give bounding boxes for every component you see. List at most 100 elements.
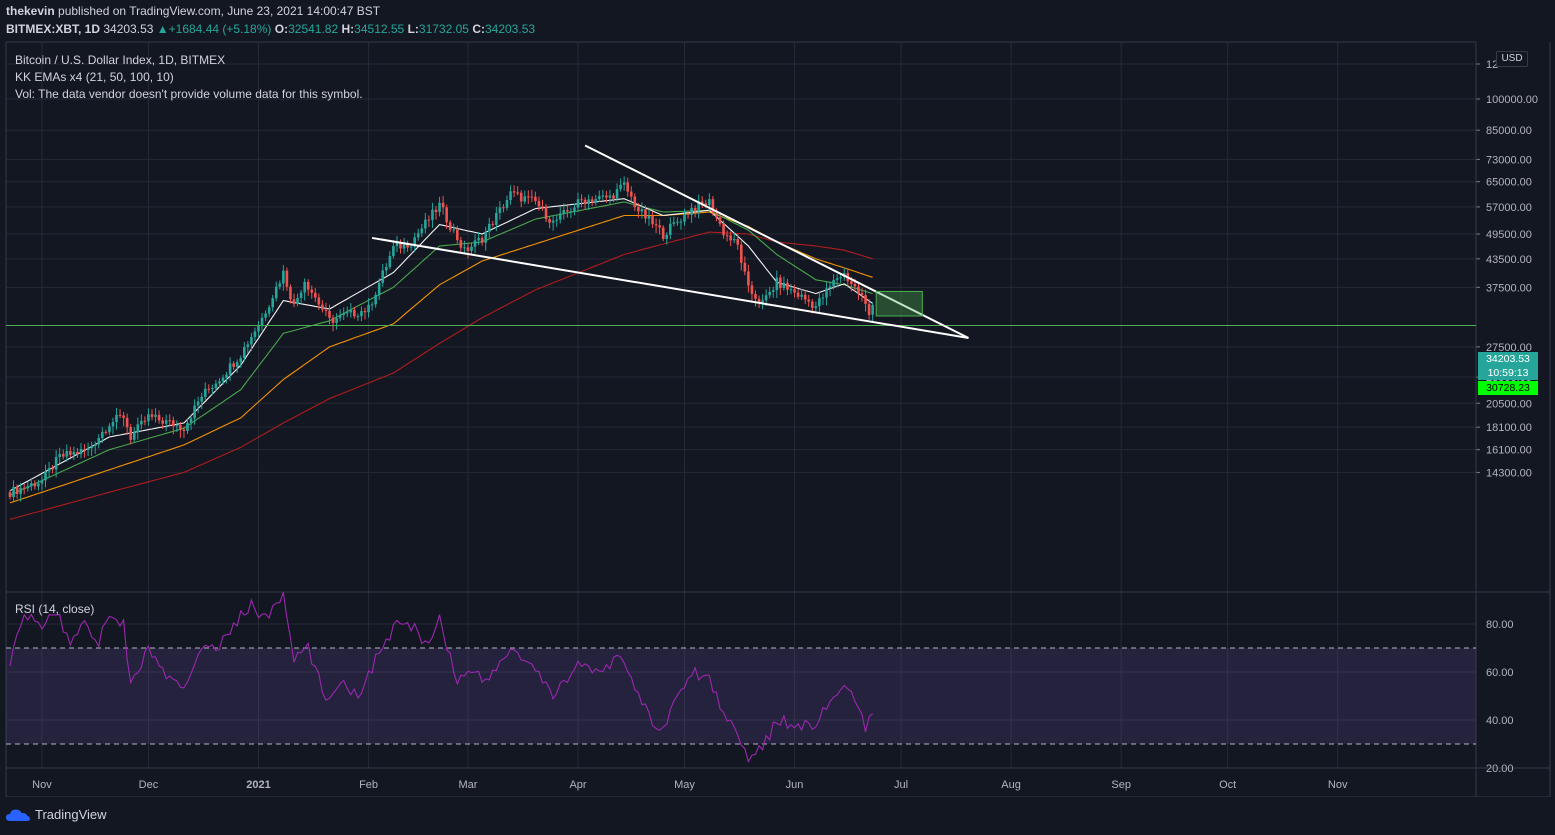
candle-body[interactable] bbox=[90, 445, 93, 449]
candle-body[interactable] bbox=[448, 222, 452, 230]
candle-body[interactable] bbox=[363, 311, 367, 313]
candle-body[interactable] bbox=[839, 277, 842, 279]
candle-body[interactable] bbox=[658, 225, 661, 228]
candle-body[interactable] bbox=[590, 199, 594, 203]
candle-body[interactable] bbox=[566, 210, 569, 212]
candle-body[interactable] bbox=[587, 199, 590, 205]
candle-body[interactable] bbox=[179, 424, 182, 430]
candle-body[interactable] bbox=[289, 286, 292, 300]
candle-body[interactable] bbox=[828, 286, 832, 289]
candle-body[interactable] bbox=[200, 396, 203, 402]
candle-body[interactable] bbox=[708, 199, 711, 206]
candle-body[interactable] bbox=[654, 224, 658, 226]
candle-body[interactable] bbox=[544, 206, 548, 220]
candle-body[interactable] bbox=[335, 318, 338, 324]
candle-body[interactable] bbox=[480, 238, 484, 243]
candle-body[interactable] bbox=[551, 220, 555, 223]
candle-body[interactable] bbox=[775, 277, 779, 291]
candle-body[interactable] bbox=[782, 282, 786, 289]
legend-title[interactable]: Bitcoin / U.S. Dollar Index, 1D, BITMEX bbox=[15, 53, 226, 67]
candle-body[interactable] bbox=[832, 279, 835, 287]
candle-body[interactable] bbox=[661, 227, 665, 239]
candle-body[interactable] bbox=[431, 209, 434, 220]
candle-body[interactable] bbox=[732, 239, 736, 241]
candle-body[interactable] bbox=[303, 281, 306, 293]
candle-body[interactable] bbox=[715, 212, 718, 218]
candle-body[interactable] bbox=[257, 325, 260, 332]
candle-body[interactable] bbox=[683, 213, 686, 222]
lower-trendline[interactable] bbox=[371, 236, 969, 339]
candle-body[interactable] bbox=[243, 347, 246, 359]
candle-body[interactable] bbox=[79, 448, 83, 455]
candle-body[interactable] bbox=[771, 290, 775, 292]
trendline-drawings[interactable] bbox=[6, 144, 1476, 339]
candle-body[interactable] bbox=[267, 307, 271, 314]
candle-body[interactable] bbox=[619, 184, 622, 190]
candle-body[interactable] bbox=[381, 270, 385, 283]
candle-body[interactable] bbox=[129, 427, 132, 440]
candle-body[interactable] bbox=[803, 294, 807, 300]
candle-body[interactable] bbox=[424, 219, 427, 229]
candle-body[interactable] bbox=[402, 243, 406, 249]
candle-body[interactable] bbox=[164, 420, 168, 424]
candle-body[interactable] bbox=[516, 192, 519, 194]
candle-body[interactable] bbox=[150, 414, 154, 417]
candle-body[interactable] bbox=[679, 221, 683, 223]
candle-body[interactable] bbox=[292, 299, 296, 304]
candle-body[interactable] bbox=[122, 415, 125, 418]
candle-body[interactable] bbox=[157, 414, 161, 421]
candle-body[interactable] bbox=[629, 191, 633, 197]
candle-body[interactable] bbox=[864, 295, 867, 304]
candle-body[interactable] bbox=[796, 292, 800, 297]
candle-body[interactable] bbox=[594, 199, 598, 203]
candle-body[interactable] bbox=[637, 207, 640, 212]
candle-body[interactable] bbox=[793, 289, 796, 293]
candle-body[interactable] bbox=[37, 483, 40, 487]
candle-body[interactable] bbox=[811, 301, 814, 308]
candle-body[interactable] bbox=[537, 200, 541, 207]
candle-body[interactable] bbox=[253, 331, 257, 337]
candle-body[interactable] bbox=[491, 223, 495, 225]
candle-body[interactable] bbox=[473, 240, 477, 247]
candle-body[interactable] bbox=[22, 487, 26, 489]
candle-body[interactable] bbox=[711, 199, 715, 213]
candle-body[interactable] bbox=[182, 429, 186, 431]
candle-body[interactable] bbox=[743, 262, 747, 272]
candle-body[interactable] bbox=[456, 229, 459, 241]
candle-body[interactable] bbox=[484, 231, 487, 243]
candle-body[interactable] bbox=[615, 189, 619, 199]
candle-body[interactable] bbox=[651, 215, 654, 225]
candle-body[interactable] bbox=[860, 293, 864, 296]
candle-body[interactable] bbox=[761, 300, 764, 303]
candle-body[interactable] bbox=[306, 281, 310, 290]
candle-body[interactable] bbox=[558, 213, 562, 220]
candle-body[interactable] bbox=[626, 182, 629, 192]
candle-body[interactable] bbox=[54, 456, 58, 470]
candle-body[interactable] bbox=[186, 422, 189, 431]
candle-body[interactable] bbox=[633, 196, 637, 208]
candle-body[interactable] bbox=[271, 298, 274, 308]
candle-body[interactable] bbox=[718, 217, 722, 224]
candle-body[interactable] bbox=[466, 247, 470, 251]
candle-body[interactable] bbox=[764, 295, 768, 301]
candle-body[interactable] bbox=[747, 271, 750, 286]
candle-body[interactable] bbox=[104, 431, 108, 433]
candle-body[interactable] bbox=[779, 277, 782, 289]
candle-body[interactable] bbox=[140, 420, 143, 425]
candle-body[interactable] bbox=[374, 294, 377, 305]
candle-body[interactable] bbox=[693, 208, 697, 212]
candle-body[interactable] bbox=[530, 196, 534, 198]
candle-body[interactable] bbox=[296, 298, 299, 304]
candle-body[interactable] bbox=[225, 374, 228, 378]
candle-body[interactable] bbox=[196, 401, 200, 406]
candlestick-series[interactable] bbox=[8, 176, 874, 503]
candle-body[interactable] bbox=[622, 182, 626, 185]
candle-body[interactable] bbox=[86, 448, 90, 451]
candle-body[interactable] bbox=[669, 223, 672, 235]
candle-body[interactable] bbox=[441, 202, 445, 208]
candle-body[interactable] bbox=[498, 207, 502, 213]
candle-body[interactable] bbox=[740, 244, 743, 263]
candle-body[interactable] bbox=[416, 233, 420, 238]
candle-body[interactable] bbox=[509, 191, 512, 200]
candle-body[interactable] bbox=[356, 316, 360, 318]
